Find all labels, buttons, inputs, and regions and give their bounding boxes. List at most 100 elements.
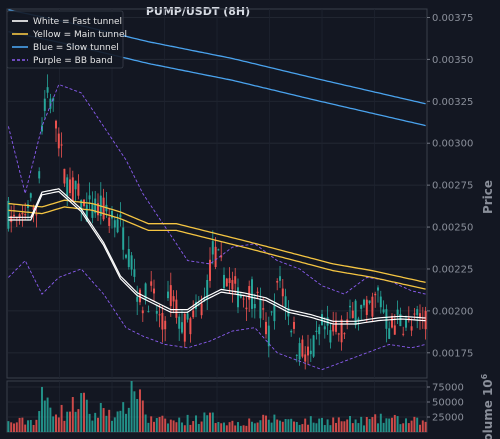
volume-bar <box>125 413 127 432</box>
candle-body <box>13 214 15 217</box>
candle-body <box>200 303 203 316</box>
volume-bar <box>273 414 276 432</box>
candle-body <box>340 319 343 343</box>
volume-bar <box>416 417 419 432</box>
legend-label: Blue = Slow tunnel <box>33 43 119 53</box>
candle-body <box>211 241 214 255</box>
candle-body <box>290 330 293 333</box>
y-tick-label: 0.00200 <box>432 306 473 317</box>
volume-bar <box>315 423 318 432</box>
y-tick-label: 0.00225 <box>432 264 473 275</box>
candle-body <box>46 87 49 93</box>
candle-body <box>416 309 419 316</box>
volume-bar <box>396 416 399 432</box>
candle-body <box>393 325 396 335</box>
volume-bar <box>7 421 10 432</box>
candle-body <box>262 308 265 310</box>
volume-bar <box>74 411 77 432</box>
volume-bar <box>209 412 211 432</box>
candle-body <box>55 120 57 129</box>
volume-bar <box>385 418 388 432</box>
volume-bar <box>321 417 323 432</box>
volume-bar <box>127 407 130 432</box>
volume-bar <box>253 423 256 432</box>
candle-body <box>332 325 335 332</box>
volume-bar <box>393 414 396 432</box>
volume-bar <box>298 424 301 432</box>
volume-bar <box>211 412 214 432</box>
candle-body <box>158 314 161 316</box>
candle-body <box>360 304 363 309</box>
volume-bar <box>206 415 209 432</box>
candle-body <box>242 298 245 300</box>
candle-body <box>63 168 66 184</box>
candle-body <box>169 285 172 307</box>
candle-body <box>371 296 374 317</box>
candle-body <box>391 315 393 328</box>
volume-bar <box>38 411 41 432</box>
candle-body <box>203 298 206 300</box>
volume-bar <box>80 393 83 432</box>
volume-bar <box>175 422 178 432</box>
volume-bar <box>349 416 351 432</box>
candle-body <box>365 299 368 315</box>
candle-body <box>21 212 24 215</box>
candle-body <box>357 318 360 321</box>
volume-bar <box>332 417 335 432</box>
volume-bar <box>223 422 225 432</box>
candle-body <box>337 333 340 335</box>
candle-body <box>206 279 209 300</box>
volume-bar <box>413 416 416 432</box>
volume-bar <box>164 418 167 432</box>
volume-bar <box>368 419 371 432</box>
volume-tick-label: 75000 <box>432 383 464 394</box>
candle-body <box>136 296 139 302</box>
candle-body <box>161 312 164 330</box>
candle-body <box>175 299 178 318</box>
candle-body <box>223 274 225 289</box>
volume-bar <box>421 420 424 432</box>
candle-body <box>122 227 125 250</box>
candle-body <box>80 199 83 211</box>
volume-bar <box>335 422 337 432</box>
volume-bar <box>231 420 234 432</box>
volume-bar <box>108 409 111 432</box>
volume-bar <box>267 419 270 432</box>
y-tick-label: 0.00375 <box>432 13 473 24</box>
candle-body <box>7 200 10 229</box>
volume-bar <box>312 422 315 432</box>
volume-bar <box>178 417 181 432</box>
volume-bar <box>57 417 60 432</box>
volume-bar <box>29 419 32 432</box>
volume-bar <box>189 424 192 432</box>
candle-body <box>304 354 307 362</box>
volume-bar <box>351 423 354 432</box>
candle-body <box>273 304 276 322</box>
volume-bar <box>172 420 175 432</box>
candle-body <box>270 311 273 313</box>
candle-body <box>66 177 69 196</box>
candle-body <box>127 249 130 268</box>
volume-bar <box>192 421 195 432</box>
candle-body <box>172 296 175 302</box>
candle-body <box>130 255 133 270</box>
candle-body <box>144 283 147 299</box>
candle-body <box>374 293 377 296</box>
volume-bar <box>102 408 105 432</box>
volume-bar <box>279 420 281 432</box>
volume-bar <box>15 422 18 432</box>
volume-bar <box>262 414 265 432</box>
candle-body <box>57 133 60 149</box>
volume-bar <box>290 418 293 432</box>
volume-bar <box>379 413 382 432</box>
candle-body <box>323 326 326 330</box>
candle-body <box>326 317 329 326</box>
volume-bar <box>43 400 46 432</box>
candle-body <box>15 217 18 219</box>
volume-bar <box>130 381 133 432</box>
candle-body <box>186 313 189 320</box>
candle-body <box>119 214 122 218</box>
candle-body <box>237 287 239 308</box>
volume-bar <box>337 417 340 432</box>
